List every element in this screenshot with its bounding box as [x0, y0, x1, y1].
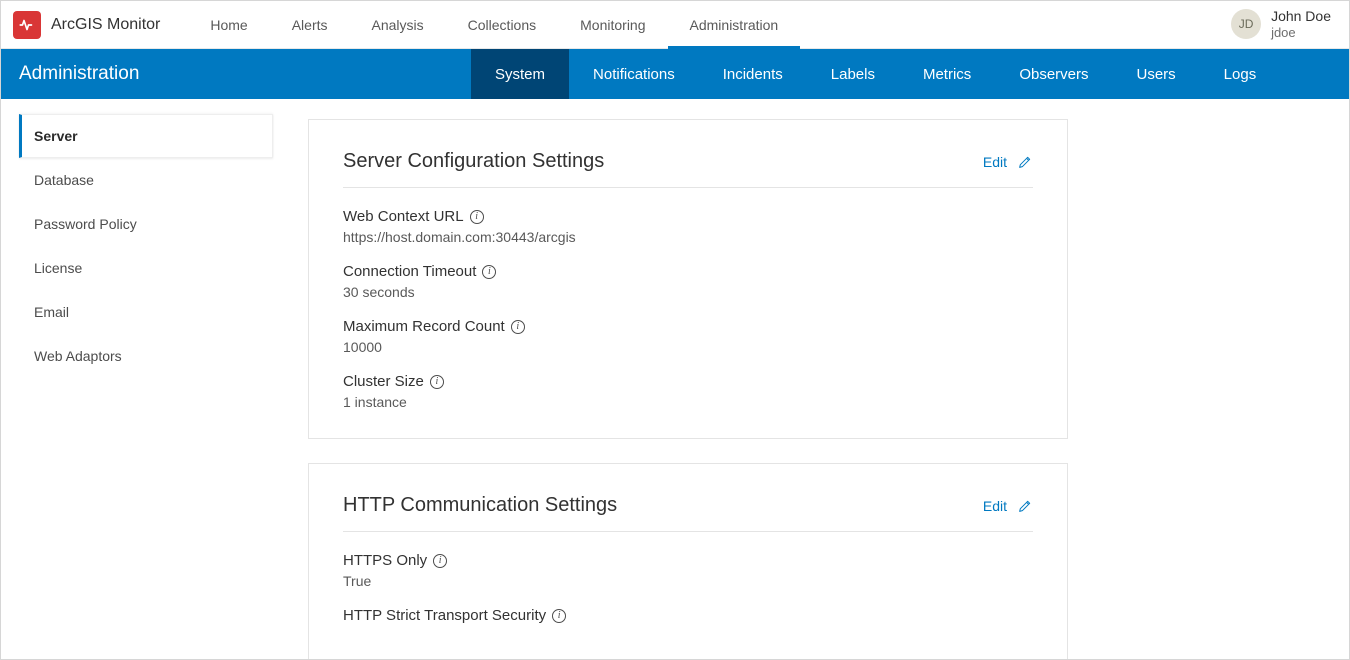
info-icon[interactable]: i — [430, 375, 444, 389]
field-label: HTTPS Only — [343, 552, 427, 569]
user-login: jdoe — [1271, 25, 1331, 41]
field-https-only: HTTPS Only i True — [343, 552, 1033, 589]
http-comm-card: HTTP Communication Settings Edit HTTPS O… — [308, 463, 1068, 659]
sub-header: Administration System Notifications Inci… — [1, 49, 1349, 99]
info-icon[interactable]: i — [511, 320, 525, 334]
subnav-metrics[interactable]: Metrics — [899, 49, 995, 99]
nav-alerts[interactable]: Alerts — [270, 1, 350, 49]
card-header: Server Configuration Settings Edit — [343, 150, 1033, 188]
pencil-icon — [1017, 498, 1033, 514]
subnav-incidents[interactable]: Incidents — [699, 49, 807, 99]
sidebar: Server Database Password Policy License … — [1, 99, 274, 659]
sidebar-database[interactable]: Database — [19, 158, 274, 202]
user-menu[interactable]: JD John Doe jdoe — [1231, 8, 1331, 40]
info-icon[interactable]: i — [433, 554, 447, 568]
nav-collections[interactable]: Collections — [446, 1, 558, 49]
nav-administration[interactable]: Administration — [668, 1, 801, 49]
edit-button[interactable]: Edit — [983, 154, 1033, 170]
sidebar-server[interactable]: Server — [19, 114, 273, 158]
field-value: 10000 — [343, 339, 1033, 355]
card-title: Server Configuration Settings — [343, 150, 604, 173]
field-hsts: HTTP Strict Transport Security i — [343, 607, 1033, 624]
sidebar-web-adaptors[interactable]: Web Adaptors — [19, 334, 274, 378]
subnav-system[interactable]: System — [471, 49, 569, 99]
subnav-labels[interactable]: Labels — [807, 49, 899, 99]
subnav-notifications[interactable]: Notifications — [569, 49, 699, 99]
edit-button[interactable]: Edit — [983, 498, 1033, 514]
main: Server Database Password Policy License … — [1, 99, 1349, 659]
brand-logo[interactable] — [13, 11, 41, 39]
card-title: HTTP Communication Settings — [343, 494, 617, 517]
nav-analysis[interactable]: Analysis — [350, 1, 446, 49]
card-header: HTTP Communication Settings Edit — [343, 494, 1033, 532]
field-label: HTTP Strict Transport Security — [343, 607, 546, 624]
info-icon[interactable]: i — [482, 265, 496, 279]
server-config-card: Server Configuration Settings Edit Web C… — [308, 119, 1068, 439]
field-max-record-count: Maximum Record Count i 10000 — [343, 318, 1033, 355]
sidebar-license[interactable]: License — [19, 246, 274, 290]
top-nav: Home Alerts Analysis Collections Monitor… — [188, 1, 800, 49]
field-value: https://host.domain.com:30443/arcgis — [343, 229, 1033, 245]
info-icon[interactable]: i — [470, 210, 484, 224]
field-connection-timeout: Connection Timeout i 30 seconds — [343, 263, 1033, 300]
sub-nav: System Notifications Incidents Labels Me… — [471, 49, 1349, 99]
field-label: Connection Timeout — [343, 263, 476, 280]
nav-monitoring[interactable]: Monitoring — [558, 1, 667, 49]
edit-label: Edit — [983, 154, 1007, 170]
subnav-users[interactable]: Users — [1113, 49, 1200, 99]
user-text: John Doe jdoe — [1271, 8, 1331, 40]
subnav-observers[interactable]: Observers — [995, 49, 1112, 99]
field-value: 30 seconds — [343, 284, 1033, 300]
field-web-context-url: Web Context URL i https://host.domain.co… — [343, 208, 1033, 245]
brand-name[interactable]: ArcGIS Monitor — [51, 16, 160, 34]
content-area: Server Configuration Settings Edit Web C… — [274, 99, 1349, 659]
sidebar-email[interactable]: Email — [19, 290, 274, 334]
nav-home[interactable]: Home — [188, 1, 269, 49]
user-name: John Doe — [1271, 8, 1331, 25]
info-icon[interactable]: i — [552, 609, 566, 623]
top-header: ArcGIS Monitor Home Alerts Analysis Coll… — [1, 1, 1349, 49]
avatar: JD — [1231, 9, 1261, 39]
field-label: Web Context URL — [343, 208, 464, 225]
pencil-icon — [1017, 154, 1033, 170]
pulse-icon — [18, 16, 36, 34]
field-value: 1 instance — [343, 394, 1033, 410]
sub-title: Administration — [1, 49, 471, 99]
edit-label: Edit — [983, 498, 1007, 514]
field-label: Cluster Size — [343, 373, 424, 390]
field-value: True — [343, 573, 1033, 589]
field-cluster-size: Cluster Size i 1 instance — [343, 373, 1033, 410]
sidebar-password-policy[interactable]: Password Policy — [19, 202, 274, 246]
subnav-logs[interactable]: Logs — [1200, 49, 1281, 99]
field-label: Maximum Record Count — [343, 318, 505, 335]
